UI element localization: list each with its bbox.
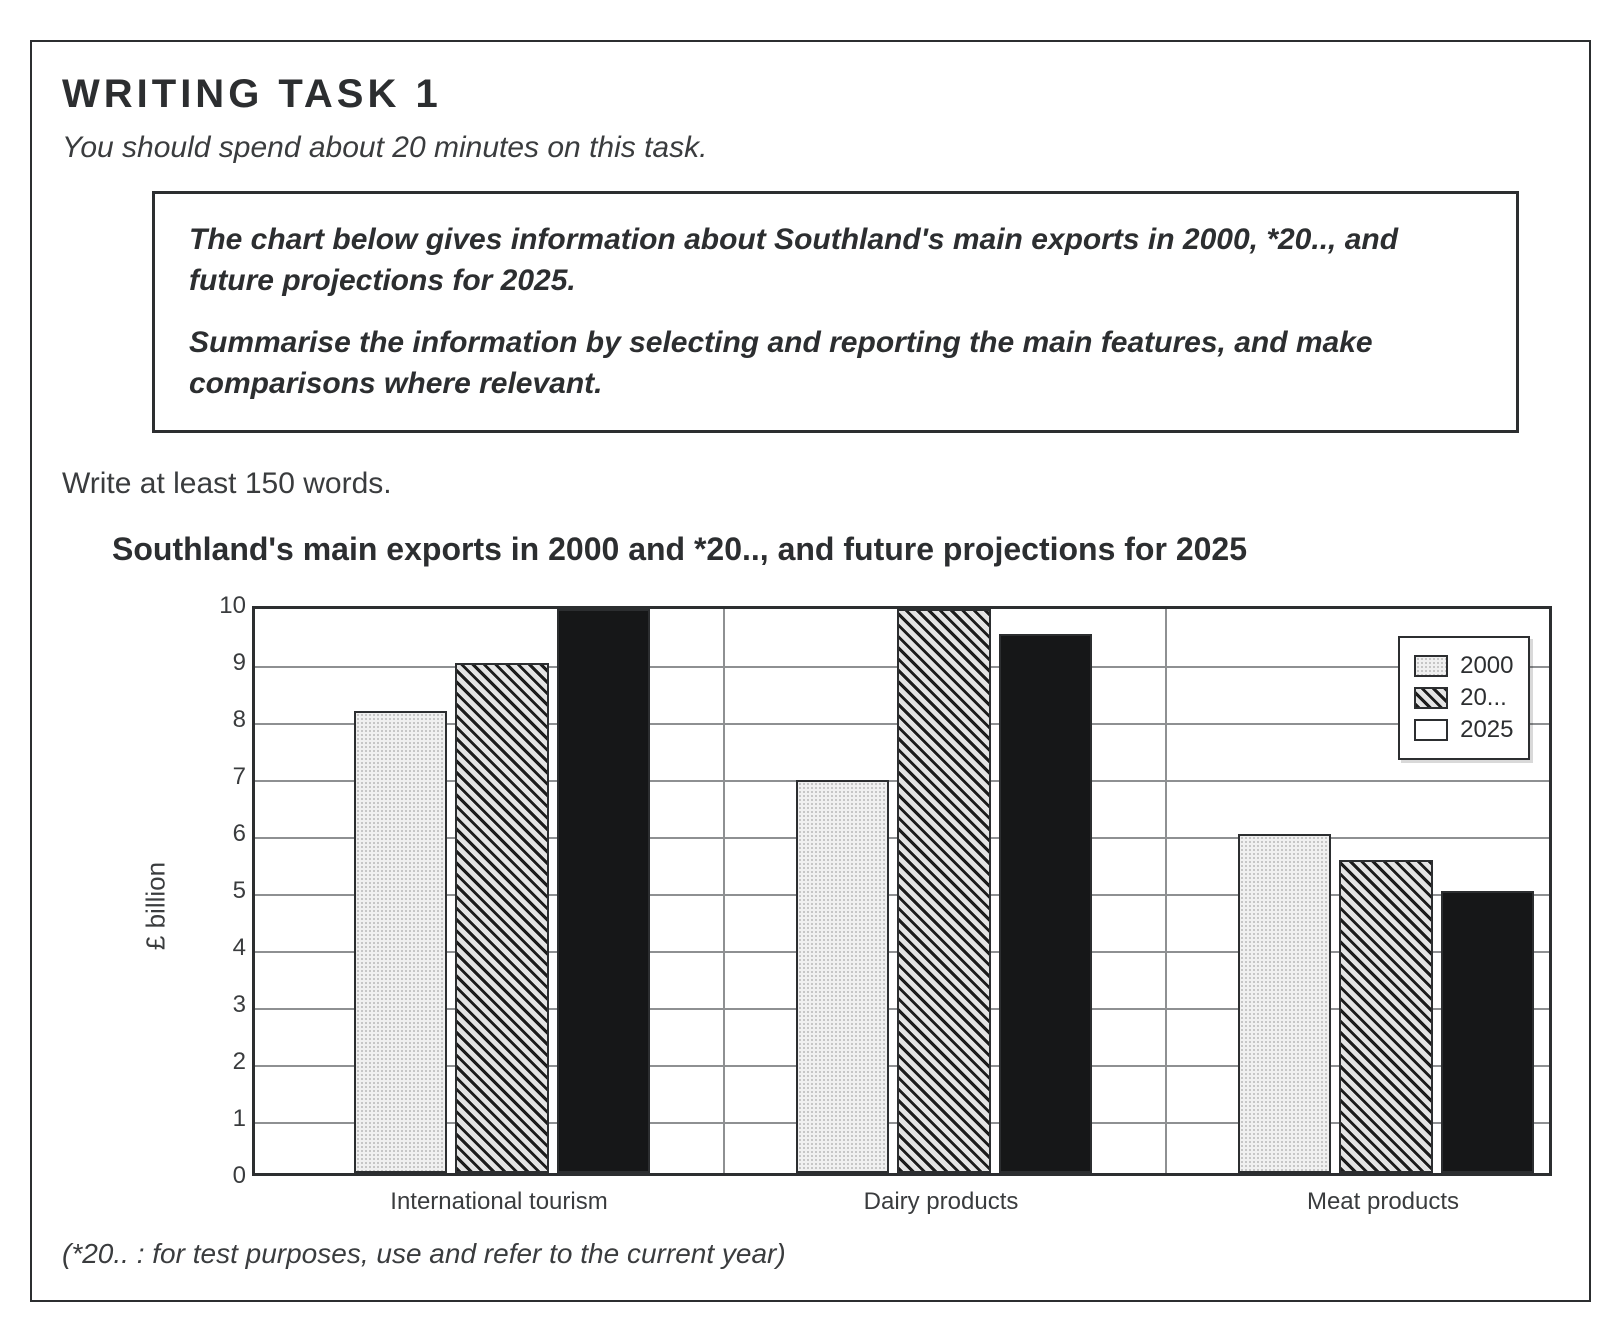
y-tick-label: 10 (210, 592, 246, 620)
bar-dairy-products-20... (897, 609, 991, 1173)
word-count-instruction: Write at least 150 words. (62, 467, 1559, 501)
legend-item: 2025 (1414, 716, 1513, 744)
legend-swatch (1414, 719, 1448, 741)
legend-swatch (1414, 687, 1448, 709)
chart-legend: 2000 20... 2025 (1398, 636, 1529, 760)
legend-item: 2000 (1414, 652, 1513, 680)
legend-label: 2000 (1460, 652, 1513, 680)
legend-swatch (1414, 655, 1448, 677)
y-tick-label: 7 (210, 763, 246, 791)
bar-dairy-products-2000 (796, 780, 890, 1173)
prompt-paragraph-1: The chart below gives information about … (189, 220, 1482, 301)
y-tick-label: 1 (210, 1105, 246, 1133)
time-instruction: You should spend about 20 minutes on thi… (62, 131, 1559, 165)
legend-label: 2025 (1460, 716, 1513, 744)
chart-plot-area: 2000 20... 2025 (252, 606, 1552, 1176)
chart-title: Southland's main exports in 2000 and *20… (112, 531, 1559, 568)
y-axis-label: £ billion (141, 862, 172, 950)
group-divider (1165, 609, 1167, 1173)
bar-meat-products-2000 (1238, 834, 1332, 1173)
legend-item: 20... (1414, 684, 1513, 712)
x-tick-label: Meat products (1307, 1188, 1459, 1216)
task-heading: WRITING TASK 1 (62, 72, 1559, 117)
x-tick-label: Dairy products (864, 1188, 1019, 1216)
legend-label: 20... (1460, 684, 1507, 712)
bar-international-tourism-20... (455, 663, 549, 1173)
chart-container: £ billion 200020...2025 012345678910Inte… (192, 596, 1552, 1216)
x-tick-label: International tourism (390, 1188, 607, 1216)
y-tick-label: 2 (210, 1048, 246, 1076)
footnote: (*20.. : for test purposes, use and refe… (62, 1238, 1559, 1270)
y-tick-label: 3 (210, 991, 246, 1019)
bar-international-tourism-2000 (354, 711, 448, 1173)
bar-international-tourism-2025 (557, 609, 651, 1173)
page-frame: WRITING TASK 1 You should spend about 20… (30, 40, 1591, 1302)
y-tick-label: 5 (210, 877, 246, 905)
bar-meat-products-20... (1339, 860, 1433, 1174)
bar-dairy-products-2025 (999, 634, 1093, 1173)
bar-meat-products-2025 (1441, 891, 1535, 1173)
y-tick-label: 9 (210, 649, 246, 677)
prompt-paragraph-2: Summarise the information by selecting a… (189, 323, 1482, 404)
y-tick-label: 0 (210, 1162, 246, 1190)
group-divider (723, 609, 725, 1173)
y-tick-label: 6 (210, 820, 246, 848)
y-tick-label: 8 (210, 706, 246, 734)
y-tick-label: 4 (210, 934, 246, 962)
task-prompt-box: The chart below gives information about … (152, 191, 1519, 433)
